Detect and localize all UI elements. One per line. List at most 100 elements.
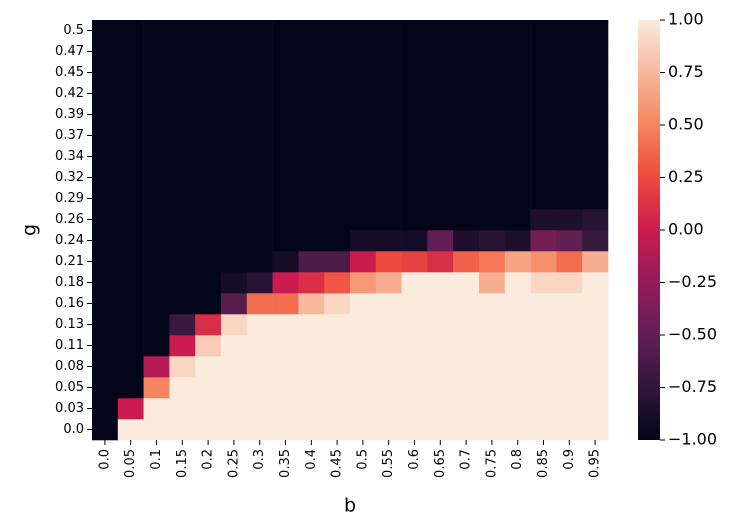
heatmap-cell bbox=[453, 83, 480, 105]
heatmap-cell bbox=[582, 251, 609, 273]
heatmap-cell bbox=[92, 188, 119, 210]
heatmap-cell bbox=[246, 335, 273, 357]
heatmap-cell bbox=[92, 314, 119, 336]
heatmap-cell bbox=[375, 377, 402, 399]
heatmap-cell bbox=[169, 251, 196, 273]
heatmap-cell bbox=[324, 335, 351, 357]
heatmap-cell bbox=[530, 251, 557, 273]
heatmap-cell bbox=[246, 83, 273, 105]
heatmap-cell bbox=[221, 83, 248, 105]
heatmap-cell bbox=[375, 104, 402, 126]
heatmap-cell bbox=[401, 356, 428, 378]
heatmap-cell bbox=[272, 41, 299, 63]
heatmap-cell bbox=[375, 83, 402, 105]
heatmap-cell bbox=[556, 377, 583, 399]
heatmap-cell bbox=[479, 419, 506, 441]
heatmap-cell bbox=[195, 20, 222, 42]
heatmap-cell bbox=[221, 104, 248, 126]
heatmap-cell bbox=[453, 251, 480, 273]
heatmap-cell bbox=[427, 272, 454, 294]
heatmap-cell bbox=[479, 314, 506, 336]
heatmap-cell bbox=[530, 146, 557, 168]
heatmap-cell bbox=[504, 167, 531, 189]
heatmap-cell bbox=[427, 335, 454, 357]
heatmap-cell bbox=[324, 167, 351, 189]
y-tick-label: 0.45 bbox=[55, 65, 84, 80]
heatmap-cell bbox=[530, 104, 557, 126]
x-tick-label: 0.55 bbox=[381, 449, 396, 478]
heatmap-cell bbox=[530, 272, 557, 294]
heatmap-cell bbox=[221, 377, 248, 399]
heatmap-cell bbox=[504, 314, 531, 336]
heatmap-cell bbox=[272, 188, 299, 210]
heatmap-cell bbox=[479, 146, 506, 168]
heatmap-cell bbox=[272, 377, 299, 399]
heatmap-cell bbox=[350, 104, 377, 126]
heatmap-cell bbox=[401, 209, 428, 231]
heatmap-cell bbox=[350, 356, 377, 378]
heatmap-cell bbox=[221, 230, 248, 252]
y-tick-label: 0.5 bbox=[63, 23, 84, 38]
heatmap-cell bbox=[453, 146, 480, 168]
heatmap-cell bbox=[117, 146, 144, 168]
heatmap-cell bbox=[479, 272, 506, 294]
heatmap-cell bbox=[246, 62, 273, 84]
heatmap-cell bbox=[350, 83, 377, 105]
heatmap-cell bbox=[117, 335, 144, 357]
heatmap-cell bbox=[504, 83, 531, 105]
x-tick-label: 0.2 bbox=[201, 449, 216, 470]
heatmap-cell bbox=[504, 419, 531, 441]
heatmap-cell bbox=[479, 20, 506, 42]
heatmap-cell bbox=[195, 314, 222, 336]
heatmap-cell bbox=[530, 83, 557, 105]
heatmap-cell bbox=[143, 209, 170, 231]
heatmap-cell bbox=[479, 356, 506, 378]
heatmap-cell bbox=[272, 167, 299, 189]
heatmap-cell bbox=[427, 104, 454, 126]
heatmap-cell bbox=[298, 293, 325, 315]
heatmap-cell bbox=[401, 272, 428, 294]
heatmap-cell bbox=[272, 146, 299, 168]
heatmap-cell bbox=[298, 188, 325, 210]
heatmap-cell bbox=[221, 167, 248, 189]
heatmap-cell bbox=[479, 398, 506, 420]
heatmap-cell bbox=[453, 125, 480, 147]
heatmap-cell bbox=[298, 230, 325, 252]
heatmap-cell bbox=[582, 167, 609, 189]
heatmap-cell bbox=[375, 293, 402, 315]
heatmap-cell bbox=[169, 209, 196, 231]
heatmap-cell bbox=[427, 314, 454, 336]
heatmap-cell bbox=[117, 125, 144, 147]
heatmap-cell bbox=[504, 272, 531, 294]
heatmap-cell bbox=[195, 356, 222, 378]
heatmap-cell bbox=[479, 335, 506, 357]
heatmap-cell bbox=[143, 398, 170, 420]
heatmap-cell bbox=[324, 419, 351, 441]
heatmap-cell bbox=[246, 230, 273, 252]
heatmap-cell bbox=[479, 209, 506, 231]
heatmap-cell bbox=[375, 314, 402, 336]
heatmap-cell bbox=[350, 335, 377, 357]
heatmap-cell bbox=[375, 146, 402, 168]
heatmap-cell bbox=[556, 62, 583, 84]
heatmap-cell bbox=[504, 251, 531, 273]
heatmap-cell bbox=[582, 209, 609, 231]
heatmap-cell bbox=[92, 398, 119, 420]
x-tick-label: 0.9 bbox=[562, 449, 577, 470]
heatmap-cell bbox=[169, 230, 196, 252]
heatmap-cell bbox=[504, 20, 531, 42]
heatmap-cell bbox=[143, 104, 170, 126]
heatmap-cell bbox=[143, 83, 170, 105]
heatmap-cell bbox=[401, 377, 428, 399]
heatmap-cell bbox=[143, 251, 170, 273]
heatmap-cell bbox=[401, 41, 428, 63]
heatmap-cell bbox=[169, 419, 196, 441]
heatmap-cell bbox=[479, 377, 506, 399]
heatmap-cell bbox=[375, 41, 402, 63]
heatmap-cell bbox=[375, 62, 402, 84]
heatmap-cell bbox=[272, 209, 299, 231]
heatmap-cell bbox=[556, 251, 583, 273]
heatmap-cell bbox=[143, 188, 170, 210]
heatmap-cell bbox=[324, 20, 351, 42]
x-tick-label: 0.45 bbox=[330, 449, 345, 478]
